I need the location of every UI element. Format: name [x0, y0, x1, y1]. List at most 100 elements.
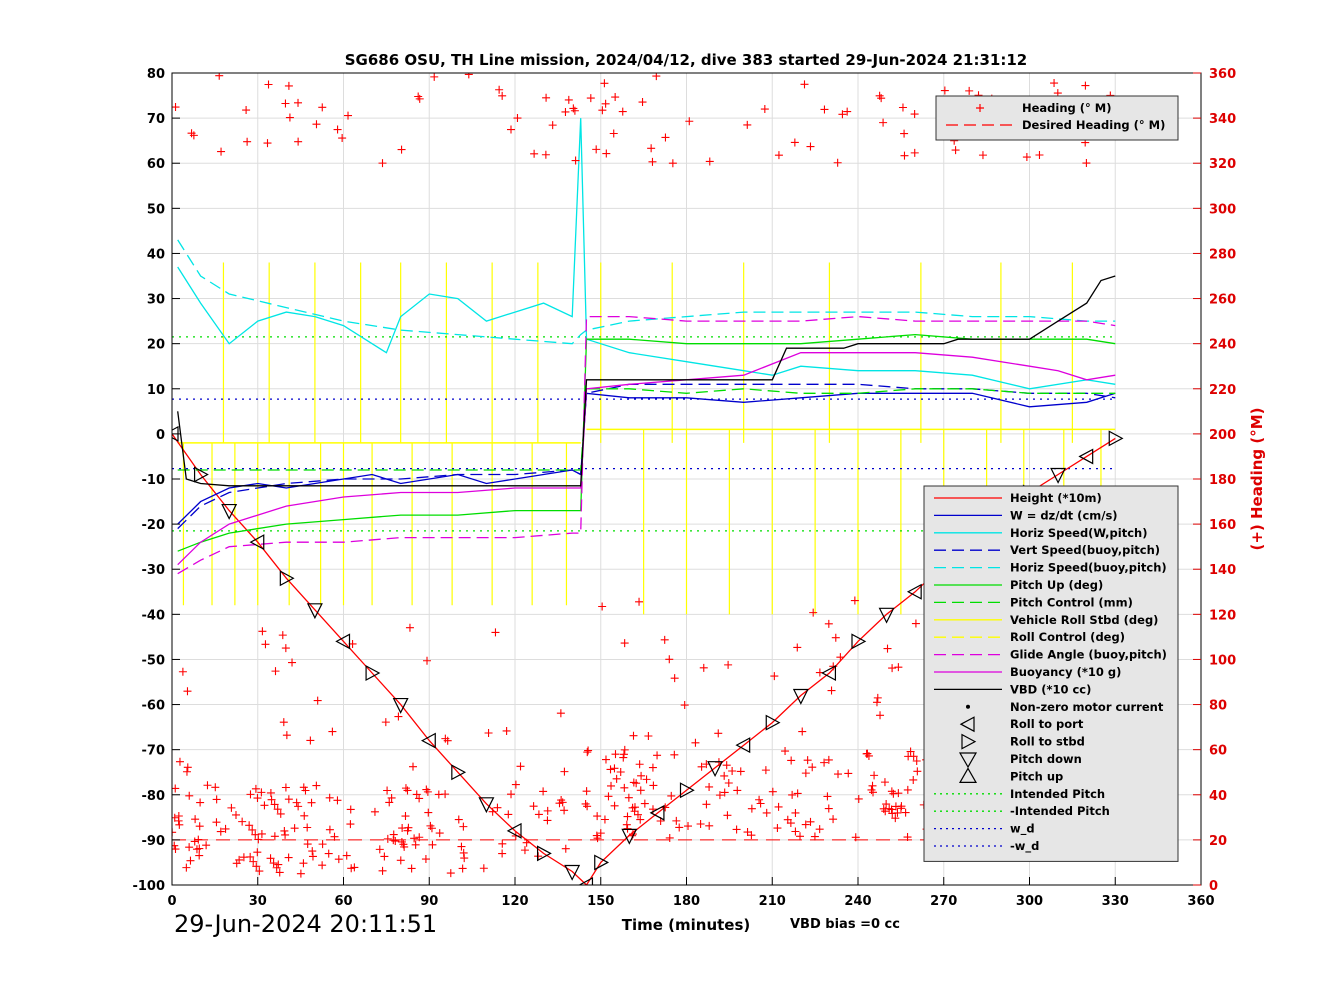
heading-point [182, 767, 191, 776]
heading-point [270, 800, 279, 809]
x-tick-label: 60 [334, 894, 352, 909]
heading-point [346, 805, 355, 814]
heading-point [791, 808, 800, 817]
heading-point [172, 784, 180, 793]
heading-point [203, 781, 212, 790]
heading-point [644, 732, 653, 741]
heading-point [558, 798, 567, 807]
heading-point [876, 711, 885, 720]
heading-point [606, 765, 615, 774]
heading-point [513, 114, 522, 123]
heading-point [261, 640, 270, 649]
motor-marker [392, 697, 409, 714]
heading-point [495, 85, 504, 94]
heading-point [715, 791, 724, 800]
heading-point [793, 789, 802, 798]
legend-label: W = dz/dt (cm/s) [1010, 508, 1118, 522]
heading-point [714, 729, 723, 738]
y-tick-label: 60 [147, 157, 165, 172]
heading-point [185, 791, 194, 800]
heading-point [491, 628, 500, 637]
heading-point [685, 117, 694, 126]
y-tick-label: 80 [147, 67, 165, 82]
heading-point [504, 810, 513, 819]
heading-point [610, 801, 619, 810]
heading-point [736, 767, 745, 776]
y2-tick-label: 260 [1209, 293, 1236, 308]
heading-point [636, 786, 645, 795]
heading-point [820, 758, 829, 767]
heading-point [498, 91, 507, 100]
heading-point [227, 803, 236, 812]
heading-point [274, 860, 283, 869]
heading-point [284, 795, 293, 804]
heading-point [542, 93, 551, 102]
heading-point [541, 150, 550, 159]
heading-point [389, 836, 398, 845]
heading-point [281, 783, 290, 792]
heading-point [252, 862, 261, 871]
legend-box [935, 95, 1179, 141]
heading-point [300, 811, 309, 820]
heading-point [873, 693, 882, 702]
motor-marker [335, 633, 351, 650]
heading-point [635, 760, 644, 769]
heading-point [629, 778, 638, 787]
heading-point [623, 812, 632, 821]
legend-marker [958, 752, 978, 769]
heading-point [412, 790, 421, 799]
heading-point [560, 806, 569, 815]
heading-point [281, 830, 290, 839]
x-tick-label: 330 [1102, 894, 1129, 909]
motor-marker [536, 845, 552, 862]
heading-point [266, 788, 275, 797]
heading-point [601, 755, 610, 764]
heading-point [269, 859, 278, 868]
heading-point [823, 792, 832, 801]
y2-tick-label: 140 [1209, 563, 1236, 578]
heading-point [243, 137, 252, 146]
heading-point [231, 810, 240, 819]
series-line [177, 275, 1116, 487]
motor-marker [420, 732, 436, 749]
y2-tick-label: 200 [1209, 428, 1236, 443]
heading-point [194, 835, 203, 844]
motor-marker [1050, 467, 1067, 484]
y2-tick-label: 300 [1209, 202, 1236, 217]
heading-point [724, 660, 733, 669]
motor-marker [279, 570, 295, 587]
heading-point [793, 643, 802, 652]
heading-point [441, 790, 450, 799]
heading-point [172, 841, 179, 850]
series-line [177, 118, 1116, 390]
heading-point [791, 827, 800, 836]
heading-point [834, 770, 843, 779]
heading-point [583, 802, 592, 811]
heading-point [722, 761, 731, 770]
heading-point [183, 763, 192, 772]
heading-point [279, 718, 288, 727]
heading-point [951, 146, 960, 155]
heading-point [827, 686, 836, 695]
heading-point [633, 810, 642, 819]
heading-point [670, 674, 679, 683]
heading-point [910, 110, 919, 119]
heading-point [267, 795, 276, 804]
heading-point [808, 763, 817, 772]
heading-point [592, 145, 601, 154]
heading-point [415, 94, 424, 103]
heading-point [862, 749, 871, 758]
y-tick-label: -10 [142, 473, 166, 488]
heading-point [522, 838, 531, 847]
heading-point [582, 787, 591, 796]
heading-point [637, 771, 646, 780]
heading-point [342, 851, 351, 860]
heading-point [405, 623, 414, 632]
heading-point [245, 821, 254, 830]
heading-point [178, 667, 187, 676]
heading-point [498, 849, 507, 858]
heading-point [172, 103, 180, 112]
y-tick-label: 40 [147, 247, 165, 262]
heading-point [833, 158, 842, 167]
axes: 0 30 60 90 120 150 180 210 240 270 300 330 360-100-9… [132, 67, 1236, 909]
